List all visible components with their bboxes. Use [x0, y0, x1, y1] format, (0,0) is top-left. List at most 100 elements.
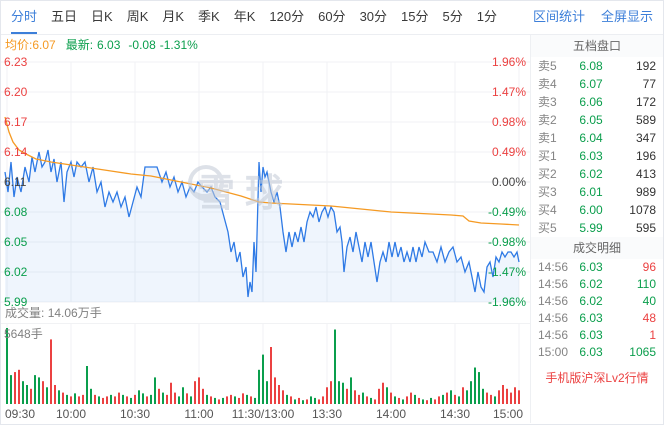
- time-tick-label: 15:00: [492, 407, 523, 421]
- book-quantity: 1078: [629, 203, 656, 217]
- book-price: 6.01: [579, 185, 603, 199]
- trade-row[interactable]: 14:56 6.03 1: [531, 327, 663, 344]
- order-book-row[interactable]: 买4 6.00 1078: [531, 201, 663, 219]
- tab-年K[interactable]: 年K: [233, 9, 256, 24]
- trade-time: 14:56: [538, 277, 569, 291]
- range-statistics-link[interactable]: 区间统计: [532, 9, 585, 24]
- tabbar-spacer: [511, 1, 517, 34]
- order-book-row[interactable]: 买5 5.99 595: [531, 219, 663, 237]
- average-price: 均价:6.07: [5, 38, 56, 52]
- order-book: 卖5 6.08 192 卖4 6.07 77 卖3 6.06 172 卖2 6.05 589 卖1 6.0…: [531, 57, 663, 237]
- price-info-line: 均价:6.07 最新: 6.03 -0.08 -1.31%: [1, 35, 530, 56]
- time-tick-label: 09:30: [5, 407, 36, 421]
- time-tick-label: 11:00: [184, 407, 214, 421]
- average-price-label: 均价:: [5, 38, 33, 52]
- trade-row[interactable]: 14:56 6.03 48: [531, 310, 663, 327]
- fullscreen-link[interactable]: 全屏显示: [600, 9, 653, 24]
- book-side: 卖2: [538, 113, 557, 127]
- tab-分时[interactable]: 分时: [11, 1, 38, 34]
- tab-1分[interactable]: 1分: [476, 9, 497, 24]
- tab-60分[interactable]: 60分: [318, 9, 346, 24]
- time-tick-label: 13:30: [311, 407, 343, 421]
- book-side: 买1: [538, 149, 557, 163]
- book-side: 卖1: [538, 131, 557, 145]
- volume-summary: 成交量: 14.06万手: [1, 304, 530, 323]
- time-axis: 09:30 10:00 10:30 11:00 11:30/13:00 13:30 14:0…: [1, 405, 530, 423]
- trade-quantity: 96: [642, 260, 656, 274]
- trade-row[interactable]: 15:00 6.03 1065: [531, 344, 663, 361]
- latest-price-label: 最新: 6.03: [65, 38, 121, 52]
- volume-summary-label: 成交量:: [5, 306, 45, 320]
- book-side: 买5: [538, 221, 557, 235]
- book-price: 6.02: [579, 167, 603, 181]
- average-price-value: 6.07: [32, 38, 56, 52]
- trade-quantity: 1065: [629, 345, 656, 359]
- book-quantity: 172: [635, 95, 656, 109]
- book-quantity: 192: [635, 59, 656, 73]
- time-tick-label: 14:00: [375, 407, 407, 421]
- tab-30分[interactable]: 30分: [359, 9, 388, 24]
- tab-五日[interactable]: 五日: [51, 9, 78, 24]
- volume-pane[interactable]: 5648手: [1, 323, 530, 405]
- time-tick-label: 10:00: [55, 407, 87, 421]
- trade-row[interactable]: 14:56 6.02 110: [531, 276, 663, 293]
- order-book-title: 五档盘口: [531, 35, 663, 57]
- time-tick-label: 14:30: [439, 407, 471, 421]
- price-pane[interactable]: 雪球 6.23 6.20 6.17 6.14 6.11 6.08 6.05 6.02 5.99 …: [1, 55, 530, 309]
- price-change-percent: -1.31%: [159, 38, 198, 52]
- tab-周K[interactable]: 周K: [126, 9, 149, 24]
- lv2-quotes-link[interactable]: 手机版沪深Lv2行情: [545, 371, 649, 385]
- tab-月K[interactable]: 月K: [162, 9, 185, 24]
- tab-季K[interactable]: 季K: [198, 9, 220, 24]
- price-change: -0.08: [128, 38, 156, 52]
- trade-price: 6.03: [579, 345, 603, 359]
- book-side: 买4: [538, 203, 557, 217]
- trade-quantity: 110: [636, 277, 656, 291]
- order-book-row[interactable]: 卖4 6.07 77: [531, 75, 663, 93]
- book-price: 6.00: [579, 203, 603, 217]
- tab-15分[interactable]: 15分: [401, 9, 429, 24]
- price-chart-svg: [1, 61, 530, 303]
- order-book-row[interactable]: 卖2 6.05 589: [531, 111, 663, 129]
- tab-日K[interactable]: 日K: [91, 9, 113, 24]
- order-book-row[interactable]: 卖1 6.04 347: [531, 129, 663, 147]
- book-price: 6.05: [579, 113, 603, 127]
- trade-price: 6.02: [579, 294, 603, 308]
- volume-chart-svg: [6, 324, 520, 404]
- trade-time: 14:56: [538, 328, 569, 342]
- trade-time: 14:56: [538, 311, 569, 325]
- tab-5分[interactable]: 5分: [442, 9, 463, 24]
- trade-row[interactable]: 14:56 6.03 96: [531, 259, 663, 276]
- volume-max-label: 5648手: [4, 327, 43, 341]
- book-quantity: 595: [635, 221, 656, 235]
- book-quantity: 413: [635, 167, 656, 181]
- volume-summary-value: 14.06万手: [47, 306, 102, 320]
- trade-quantity: 48: [642, 311, 656, 325]
- chart-column: 均价:6.07 最新: 6.03 -0.08 -1.31% 雪球 6.23 6.20 6.1…: [1, 35, 530, 423]
- trade-detail-list: 14:56 6.03 96 14:56 6.02 110 14:56 6.02 40 14:56 6…: [531, 259, 663, 361]
- trade-price: 6.03: [579, 260, 603, 274]
- book-quantity: 77: [642, 77, 656, 91]
- order-book-row[interactable]: 买3 6.01 989: [531, 183, 663, 201]
- trade-quantity: 1: [649, 328, 656, 342]
- order-book-row[interactable]: 买1 6.03 196: [531, 147, 663, 165]
- right-panel: 五档盘口 卖5 6.08 192 卖4 6.07 77 卖3 6.06 172 卖2 6.05 589…: [530, 35, 663, 423]
- book-price: 6.04: [579, 131, 603, 145]
- trade-detail-title: 成交明细: [531, 237, 663, 259]
- book-side: 买3: [538, 185, 557, 199]
- trade-price: 6.03: [579, 311, 603, 325]
- trade-time: 15:00: [538, 345, 569, 359]
- tab-120分[interactable]: 120分: [269, 9, 305, 24]
- content: 均价:6.07 最新: 6.03 -0.08 -1.31% 雪球 6.23 6.20 6.1…: [1, 35, 663, 423]
- trade-row[interactable]: 14:56 6.02 40: [531, 293, 663, 310]
- book-side: 买2: [538, 167, 557, 181]
- book-quantity: 347: [635, 131, 656, 145]
- period-tabs: 分时 五日 日K 周K 月K 季K 年K 120分 60分 30分 15分 5分 1分: [11, 1, 511, 34]
- order-book-row[interactable]: 卖5 6.08 192: [531, 57, 663, 75]
- book-side: 卖4: [538, 77, 557, 91]
- book-quantity: 989: [635, 185, 656, 199]
- order-book-row[interactable]: 买2 6.02 413: [531, 165, 663, 183]
- order-book-row[interactable]: 卖3 6.06 172: [531, 93, 663, 111]
- trade-quantity: 40: [642, 294, 656, 308]
